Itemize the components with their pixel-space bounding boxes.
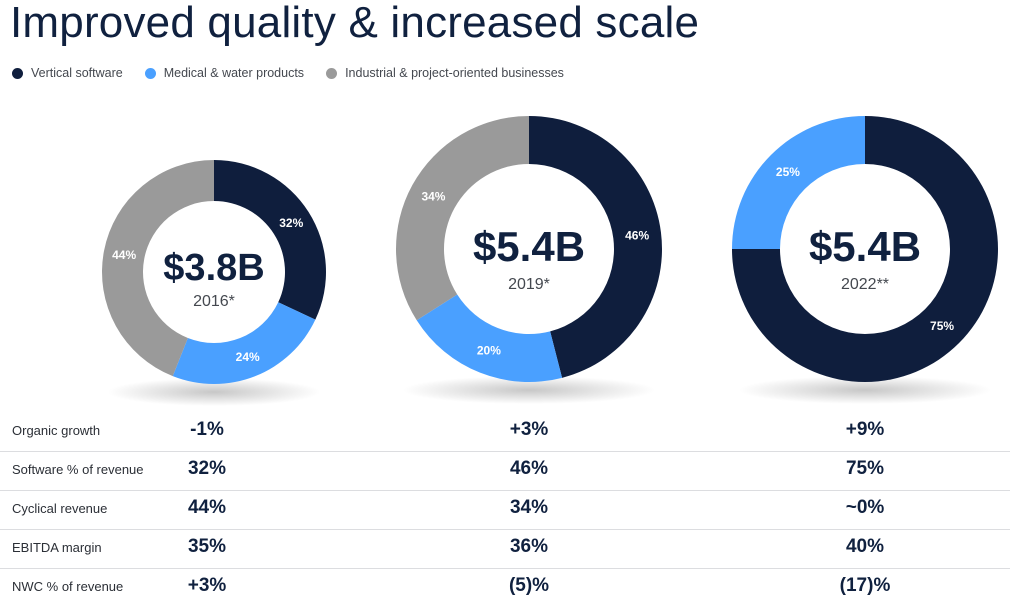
slice-label: 32% [279, 216, 303, 230]
metric-label: Software % of revenue [12, 462, 144, 477]
metric-label: EBITDA margin [12, 540, 102, 555]
donut-slice-vertical-software [214, 160, 326, 320]
metric-value-2016: 32% [187, 458, 227, 479]
metric-value-2019: (5)% [508, 575, 550, 596]
legend: Vertical software Medical & water produc… [12, 66, 586, 80]
donut-shadow [402, 376, 656, 404]
donut-slice-medical-water-products [732, 116, 865, 249]
donut-chart-3: 75% 25% $5.4B 2022** [732, 116, 998, 404]
metric-row-ebitda-margin: EBITDA margin 35% 36% 40% [0, 530, 1010, 569]
donut-chart-2: 46% 20% 34% $5.4B 2019* [396, 116, 663, 404]
slice-label: 46% [625, 228, 649, 242]
legend-label: Vertical software [31, 66, 123, 80]
slice-label: 44% [112, 248, 136, 262]
metric-value-2022: ~0% [845, 497, 885, 518]
metric-value-2019: 46% [509, 458, 549, 479]
metric-row-organic-growth: Organic growth -1% +3% +9% [0, 413, 1010, 452]
page-title: Improved quality & increased scale [10, 0, 700, 47]
slice-label: 75% [930, 319, 954, 333]
metric-value-2022: 40% [845, 536, 885, 557]
donut-center-value: $5.4B [809, 223, 921, 270]
legend-dot-vertical-software [12, 67, 23, 79]
legend-label: Industrial & project-oriented businesses [345, 66, 564, 80]
metric-row-nwc-pct: NWC % of revenue +3% (5)% (17)% [0, 569, 1010, 607]
metric-label: Organic growth [12, 423, 101, 438]
metric-value-2019: 34% [509, 497, 549, 518]
metric-value-2016: +3% [187, 575, 227, 596]
donut-center-value: $5.4B [473, 223, 585, 270]
donut-chart-1: 32% 24% 44% $3.8B 2016* [101, 160, 326, 406]
donut-slice-medical-water-products [172, 302, 316, 385]
legend-dot-medical-water [144, 67, 156, 79]
metrics-table: Organic growth -1% +3% +9% Software % of… [0, 413, 1010, 607]
legend-item-medical-water: Medical & water products [144, 66, 305, 80]
donut-slice-industrial-project-oriented-businesses [396, 116, 529, 321]
legend-item-industrial: Industrial & project-oriented businesses [326, 66, 564, 80]
slice-label: 24% [236, 350, 260, 364]
slice-label: 20% [477, 343, 501, 357]
metric-value-2019: +3% [509, 419, 549, 440]
donut-center-value: $3.8B [163, 247, 264, 289]
metric-value-2016: 44% [187, 497, 227, 518]
slice-label: 25% [776, 165, 800, 179]
donut-slice-vertical-software [529, 116, 663, 378]
donut-year-label: 2019* [508, 276, 550, 293]
donut-slice-vertical-software [732, 116, 998, 382]
legend-dot-industrial [326, 67, 338, 79]
metric-row-cyclical-revenue: Cyclical revenue 44% 34% ~0% [0, 491, 1010, 530]
metric-value-2022: (17)% [839, 575, 891, 596]
donut-slice-medical-water-products [416, 294, 563, 382]
donut-shadow [107, 378, 321, 406]
metric-value-2022: 75% [845, 458, 885, 479]
donut-slice-industrial-project-oriented-businesses [101, 160, 214, 377]
metric-value-2019: 36% [509, 536, 549, 557]
donut-charts: 32% 24% 44% $3.8B 2016* 46% 20% 34% $5.4B 2019* 75… [101, 116, 998, 406]
metric-value-2022: +9% [845, 419, 885, 440]
donut-shadow [738, 376, 992, 404]
legend-item-vertical-software: Vertical software [12, 66, 123, 80]
metric-row-software-pct: Software % of revenue 32% 46% 75% [0, 452, 1010, 491]
metric-value-2016: -1% [190, 419, 224, 440]
slice-label: 34% [421, 189, 445, 203]
metric-value-2016: 35% [187, 536, 227, 557]
metric-label: Cyclical revenue [12, 501, 108, 516]
metric-label: NWC % of revenue [12, 579, 124, 594]
legend-label: Medical & water products [163, 66, 305, 80]
donut-year-label: 2016* [193, 293, 235, 310]
donut-year-label: 2022** [841, 276, 889, 293]
